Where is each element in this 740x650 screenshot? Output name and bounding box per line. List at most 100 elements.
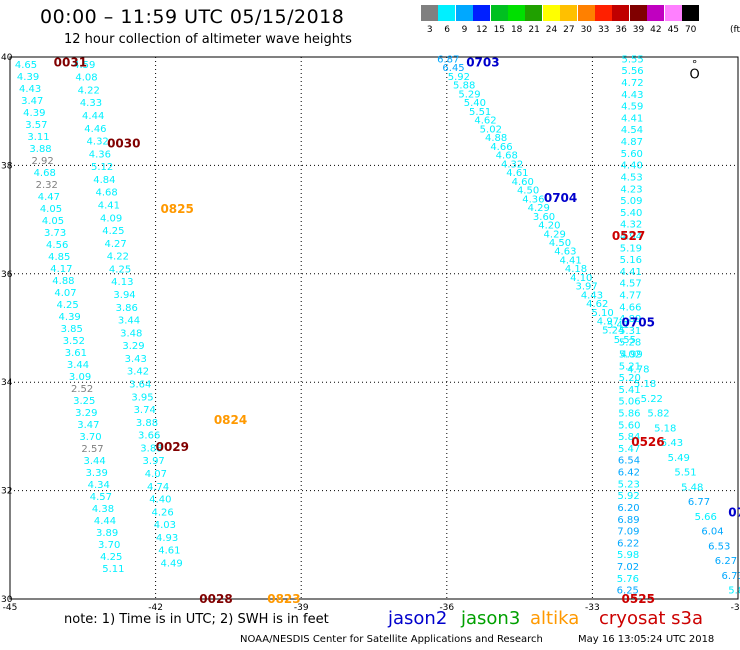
wave-height-value: 4.94 xyxy=(620,231,642,242)
wave-height-value: 4.59 xyxy=(621,102,643,113)
wave-height-value: 4.88 xyxy=(485,133,507,144)
scale-label-21: 21 xyxy=(528,25,540,35)
wave-height-map: -45-42-39-36-33-30303234363840O°4.654.39… xyxy=(1,53,740,610)
wave-height-value: 3.88 xyxy=(29,144,51,155)
wave-height-value: 4.25 xyxy=(109,264,131,275)
wave-height-value: 4.22 xyxy=(78,85,100,96)
wave-height-value: 4.62 xyxy=(474,116,496,127)
wave-height-value: 3.88 xyxy=(136,418,158,429)
pass-label-0823: 0823 xyxy=(267,592,300,606)
wave-height-value: 4.89 xyxy=(619,314,641,325)
scale-label-27: 27 xyxy=(563,25,575,35)
wave-height-value: 4.27 xyxy=(104,239,126,250)
wave-height-value: 4.10 xyxy=(570,273,592,284)
scale-swatch-9 xyxy=(455,5,473,21)
wave-height-value: 4.40 xyxy=(149,495,171,506)
legend-altika: altika xyxy=(530,608,580,629)
wave-height-value: 5.55 xyxy=(614,335,636,346)
wave-height-value: 3.73 xyxy=(44,228,66,239)
wave-height-value: 4.36 xyxy=(89,149,111,160)
wave-height-value: 3.70 xyxy=(98,540,120,551)
wave-height-value: 5.23 xyxy=(618,479,640,490)
wave-height-value: 3.47 xyxy=(77,420,99,431)
wave-height-value: 4.03 xyxy=(154,520,176,531)
wave-height-value: 4.25 xyxy=(100,552,122,563)
page-title: 00:00 – 11:59 UTC 05/15/2018 xyxy=(40,6,345,28)
wave-height-value: 5.41 xyxy=(607,320,629,331)
pass-label-0825: 0825 xyxy=(160,202,193,216)
wave-height-value: 4.63 xyxy=(554,247,576,258)
wave-height-value: 5.18 xyxy=(634,379,656,390)
wave-height-value: 5.02 xyxy=(619,350,641,361)
wave-height-value: 6.87 xyxy=(437,54,459,65)
scale-swatch-3 xyxy=(421,5,438,21)
scale-label-12: 12 xyxy=(476,25,488,35)
wave-height-value: 4.08 xyxy=(75,73,97,84)
wave-height-value: 4.62 xyxy=(586,299,608,310)
wave-height-value: 5.86 xyxy=(618,409,640,420)
pass-label-0525: 0525 xyxy=(622,592,655,606)
page-subtitle: 12 hour collection of altimeter wave hei… xyxy=(64,32,352,47)
wave-height-value: 5.02 xyxy=(480,124,502,135)
wave-height-value: 3.95 xyxy=(131,392,153,403)
wave-height-value: 4.43 xyxy=(19,84,41,95)
scale-label-6: 6 xyxy=(444,25,450,35)
wave-height-value: 5.43 xyxy=(661,438,683,449)
wave-height-value: 2.57 xyxy=(81,444,103,455)
wave-height-value: 4.77 xyxy=(619,290,641,301)
wave-height-value: 4.32 xyxy=(501,159,523,170)
wave-height-value: 4.13 xyxy=(111,277,133,288)
wave-height-value: 4.56 xyxy=(46,240,68,251)
wave-height-value: 4.36 xyxy=(522,194,544,205)
wave-height-value: 4.29 xyxy=(544,229,566,240)
wave-height-value: 3.48 xyxy=(120,328,142,339)
wave-height-value: 5.60 xyxy=(621,149,643,160)
wave-height-value: 3.64 xyxy=(129,379,151,390)
wave-height-value: 4.49 xyxy=(160,558,182,569)
wave-height-value: 4.72 xyxy=(621,78,643,89)
wave-height-value: 4.54 xyxy=(621,125,643,136)
scale-swatch-70 xyxy=(682,5,699,21)
wave-height-value: 3.25 xyxy=(73,396,95,407)
wave-height-value: 3.66 xyxy=(138,431,160,442)
wave-height-value: 3.70 xyxy=(79,432,101,443)
wave-height-value: 5.48 xyxy=(681,482,703,493)
wave-height-value: 4.46 xyxy=(84,124,106,135)
wave-height-value: 4.05 xyxy=(40,204,62,215)
wave-height-value: 4.61 xyxy=(506,168,528,179)
scale-label-18: 18 xyxy=(510,25,523,35)
lat-tick-label: 38 xyxy=(1,161,13,171)
wave-height-value: 6.54 xyxy=(618,456,640,467)
wave-height-value: 4.39 xyxy=(23,108,45,119)
wave-height-value: 4.59 xyxy=(73,60,95,71)
wave-height-value: 5.51 xyxy=(674,468,696,479)
wave-height-value: 4.09 xyxy=(100,213,122,224)
wave-height-value: 5.11 xyxy=(102,564,124,575)
wave-height-value: 3.74 xyxy=(134,405,156,416)
legend-jason3: jason3 xyxy=(461,608,521,629)
pass-label-0029: 0029 xyxy=(156,440,189,454)
wave-height-value: 4.23 xyxy=(620,184,642,195)
wave-height-value: 3.47 xyxy=(21,96,43,107)
pass-label-0704: 0704 xyxy=(544,191,577,205)
wave-height-value: 6.77 xyxy=(688,497,710,508)
lon-tick-label: -30 xyxy=(731,603,740,610)
wave-height-value: 2.92 xyxy=(31,156,53,167)
pass-label-0706: 0706 xyxy=(728,505,740,519)
wave-height-value: 3.44 xyxy=(118,316,140,327)
wave-height-value: 7.09 xyxy=(617,527,639,538)
wave-height-value: 5.31 xyxy=(619,326,641,337)
wave-height-value: 4.61 xyxy=(158,546,180,557)
wave-height-value: 5.19 xyxy=(620,243,642,254)
pass-label-0705: 0705 xyxy=(622,316,655,330)
pass-label-0526: 0526 xyxy=(631,435,664,449)
scale-label-39: 39 xyxy=(632,25,645,35)
wave-height-value: 3.09 xyxy=(69,372,91,383)
wave-height-value: 3.29 xyxy=(122,341,144,352)
wave-height-value: 4.57 xyxy=(619,279,641,290)
wave-height-value: 4.68 xyxy=(95,188,117,199)
wave-height-value: 4.88 xyxy=(52,276,74,287)
wave-height-value: 4.53 xyxy=(620,172,642,183)
pass-label-0030: 0030 xyxy=(107,137,140,151)
wave-height-value: 4.78 xyxy=(627,364,649,375)
